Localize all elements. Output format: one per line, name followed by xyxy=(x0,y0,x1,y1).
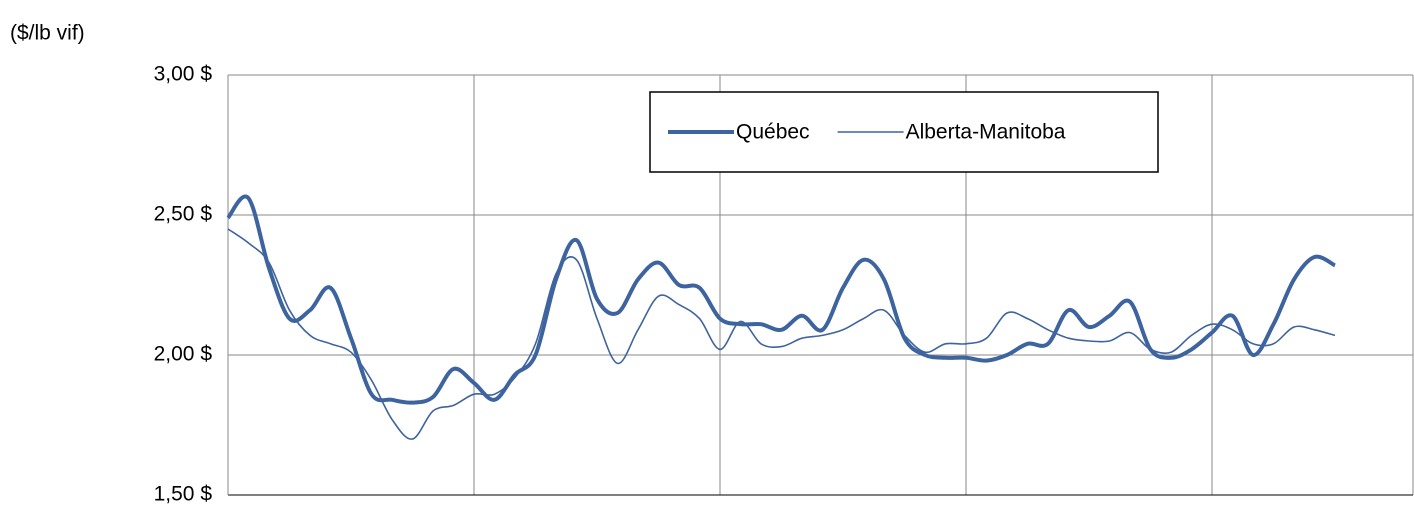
y-tick-label: 1,50 $ xyxy=(154,483,213,506)
y-tick-label: 3,00 $ xyxy=(154,63,213,86)
series-line xyxy=(227,228,1336,440)
legend-label: Québec xyxy=(736,121,810,144)
y-axis-label: ($/lb vif) xyxy=(10,22,85,45)
y-tick-label: 2,50 $ xyxy=(154,203,213,226)
legend-box xyxy=(649,91,1159,173)
y-tick-label: 2,00 $ xyxy=(154,343,213,366)
legend-label: Alberta-Manitoba xyxy=(906,121,1066,144)
series-line xyxy=(226,194,1336,405)
